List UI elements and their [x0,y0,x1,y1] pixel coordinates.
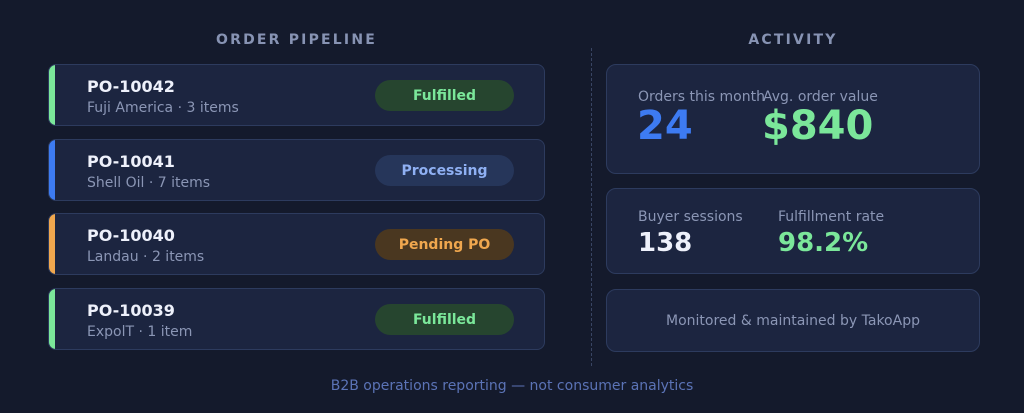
buyer-sessions-value: 138 [638,228,693,258]
order-id: PO-10039 [87,301,175,320]
status-accent-bar [49,65,55,125]
status-accent-bar [49,214,55,274]
monitor-note: Monitored & maintained by TakoApp [666,312,920,329]
order-meta: Landau · 2 items [87,249,205,265]
avg-order-value-value: $840 [762,103,874,149]
avg-order-value-label: Avg. order value [763,89,878,105]
order-card-po-10039[interactable]: PO-10039 ExpolT · 1 item Fulfilled [48,288,545,350]
order-pipeline-title: ORDER PIPELINE [215,32,378,48]
status-badge: Pending PO [375,229,514,260]
activity-title: ACTIVITY [748,32,838,48]
status-badge: Processing [375,155,514,186]
order-meta: Fuji America · 3 items [87,100,239,116]
status-accent-bar [49,289,55,349]
fulfillment-rate-value: 98.2% [778,228,869,258]
status-badge: Fulfilled [375,80,514,111]
section-divider [591,48,592,366]
sessions-summary-card: Buyer sessions 138 Fulfillment rate 98.2… [606,188,980,274]
status-badge: Fulfilled [375,304,514,335]
order-card-po-10040[interactable]: PO-10040 Landau · 2 items Pending PO [48,213,545,275]
fulfillment-rate-label: Fulfillment rate [778,209,885,225]
orders-summary-card: Orders this month 24 Avg. order value $8… [606,64,980,174]
footer-note: B2B operations reporting — not consumer … [330,378,694,394]
monitor-note-card: Monitored & maintained by TakoApp [606,289,980,352]
order-meta: Shell Oil · 7 items [87,175,211,191]
status-accent-bar [49,140,55,200]
order-id: PO-10042 [87,77,175,96]
orders-this-month-value: 24 [637,103,693,149]
order-card-po-10041[interactable]: PO-10041 Shell Oil · 7 items Processing [48,139,545,201]
orders-this-month-label: Orders this month [638,89,765,105]
order-card-po-10042[interactable]: PO-10042 Fuji America · 3 items Fulfille… [48,64,545,126]
order-id: PO-10040 [87,226,175,245]
order-meta: ExpolT · 1 item [87,324,193,340]
order-id: PO-10041 [87,152,175,171]
buyer-sessions-label: Buyer sessions [638,209,743,225]
